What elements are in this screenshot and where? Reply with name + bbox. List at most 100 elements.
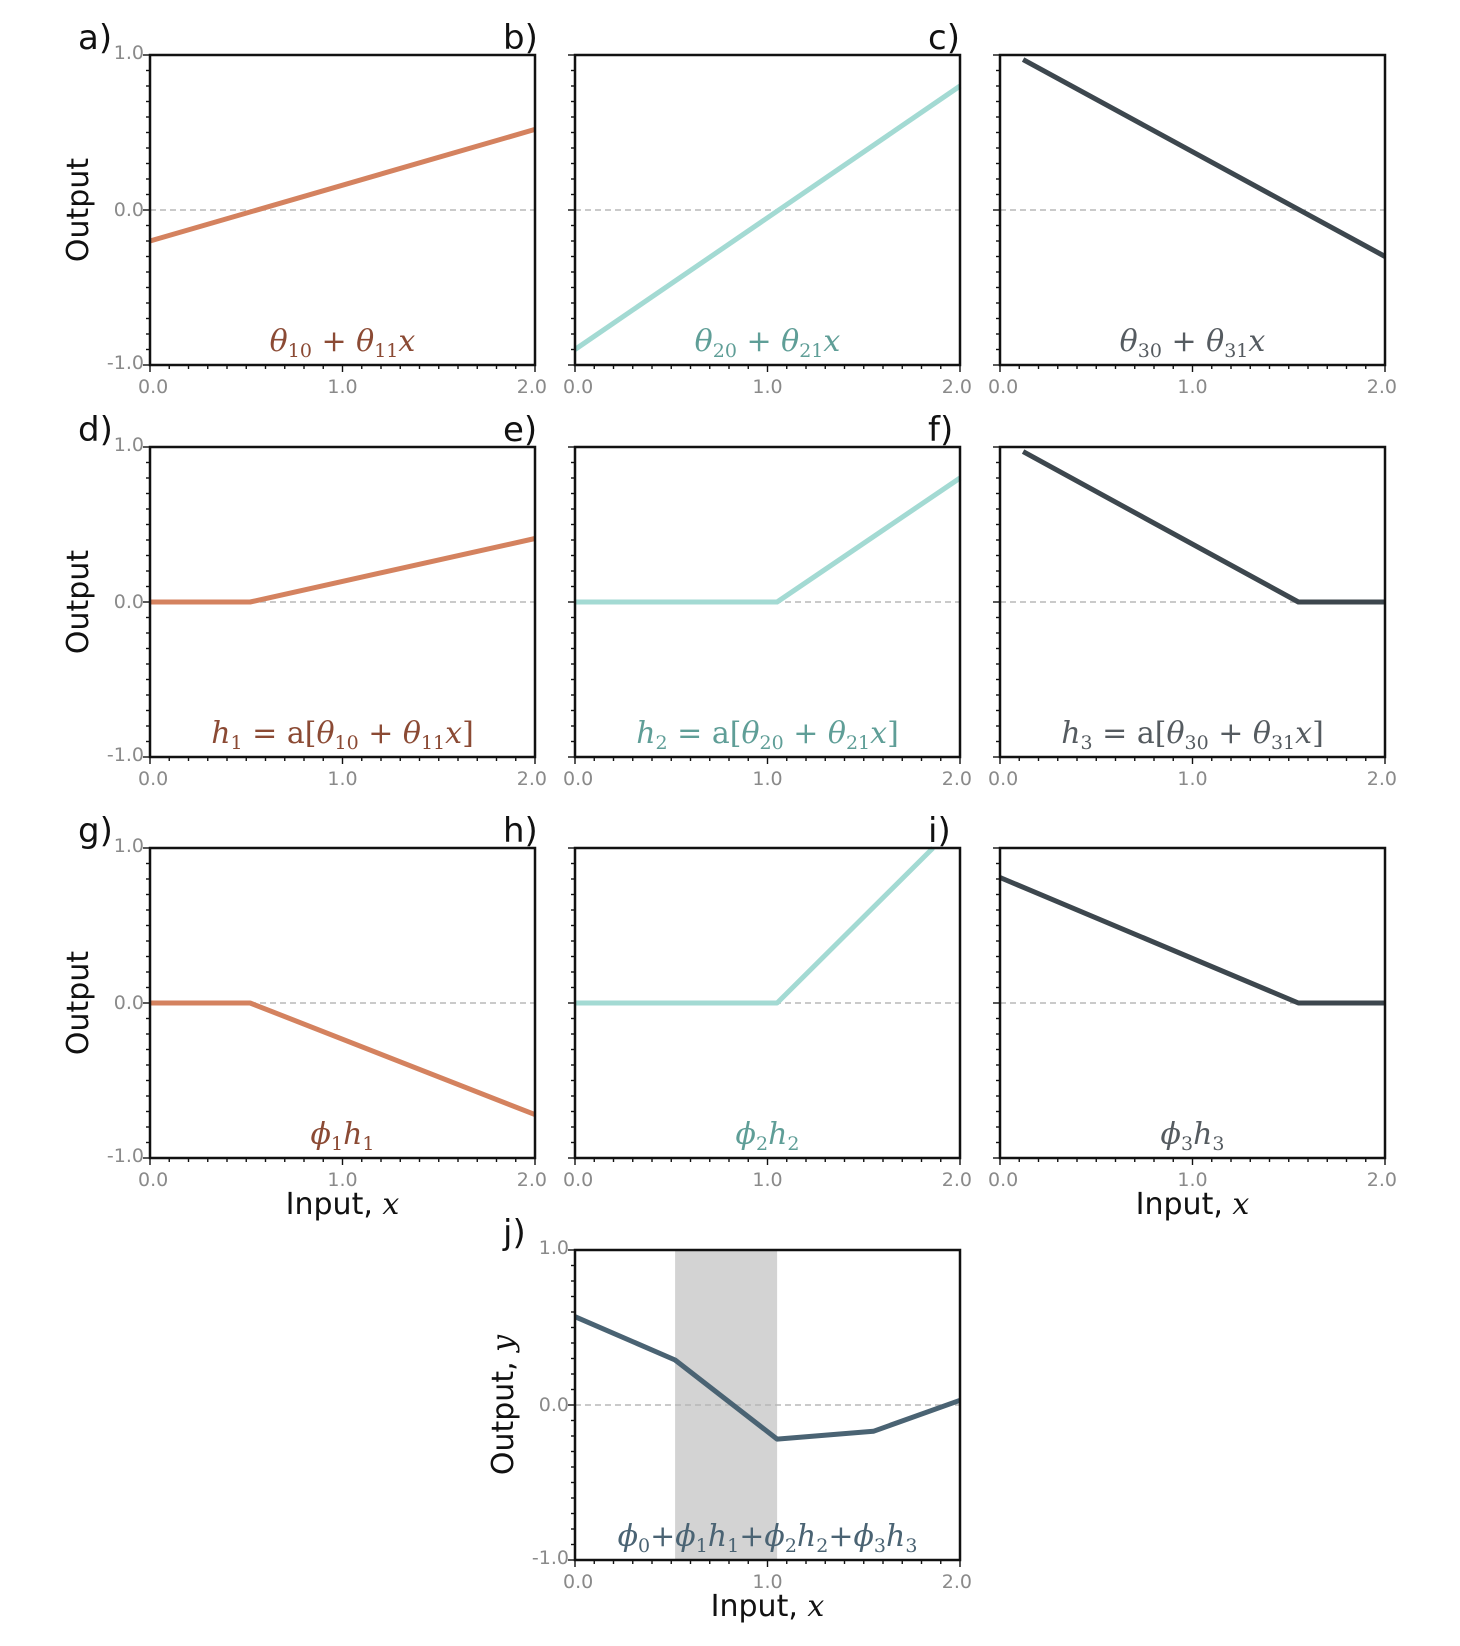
series-line-g bbox=[150, 1000, 536, 1117]
panel-letter: b) bbox=[503, 18, 538, 58]
formula-part: θ bbox=[316, 716, 334, 751]
formula-part: ϕ bbox=[1161, 1117, 1181, 1152]
formula-part: + bbox=[828, 1519, 853, 1554]
formula-part: 2 bbox=[787, 1133, 799, 1155]
formula-part: 3 bbox=[905, 1535, 917, 1557]
formula-part: 3 bbox=[1212, 1133, 1224, 1155]
y-axis-label-text: Output bbox=[61, 550, 96, 654]
panel-f: f)0.0 1.0 2.0h3 = a[θ30 + θ31x] bbox=[928, 410, 1397, 790]
panel-b: b) 0.0 1.0 2.0 θ20 + θ21x bbox=[503, 18, 972, 398]
x-tick-label: 2.0 bbox=[517, 376, 547, 398]
y-axis-label: Output bbox=[61, 158, 96, 262]
plot-frame bbox=[573, 846, 962, 1160]
formula-annotation: θ10 + θ11x bbox=[270, 324, 416, 362]
x-tick-label: 2.0 bbox=[517, 768, 547, 790]
formula-part: + bbox=[1162, 324, 1206, 359]
formula-annotation: h1 = a[θ10 + θ11x] bbox=[211, 716, 474, 754]
x-axis-label-var: x bbox=[1232, 1187, 1249, 1222]
formula-part: x bbox=[1248, 324, 1265, 359]
x-tick-label: 0.0 bbox=[563, 376, 593, 398]
x-tick-label: 2.0 bbox=[942, 768, 972, 790]
formula-part: θ bbox=[1206, 324, 1224, 359]
x-tick-label: 2.0 bbox=[942, 1571, 972, 1593]
panel-c: c) 0.0 1.0 2.0 θ30 + θ31x bbox=[928, 18, 1397, 398]
formula-part: 2 bbox=[816, 1535, 828, 1557]
formula-part: 20 bbox=[713, 340, 737, 362]
x-tick-label: 1.0 bbox=[327, 768, 357, 790]
panel-letter: a) bbox=[78, 18, 112, 58]
panel-letter: h) bbox=[503, 811, 538, 851]
formula-part: 20 bbox=[760, 732, 784, 754]
x-tick-label: 2.0 bbox=[942, 376, 972, 398]
formula-part: θ bbox=[695, 324, 713, 359]
formula-part: ] bbox=[887, 716, 899, 751]
formula-part: θ bbox=[403, 716, 421, 751]
y-axis-label-var: y bbox=[486, 1334, 521, 1354]
formula-part: x bbox=[823, 324, 840, 359]
plot-frame bbox=[148, 846, 537, 1160]
x-tick-label: 1.0 bbox=[752, 376, 782, 398]
formula-part: + bbox=[650, 1519, 675, 1554]
formula-part: ϕ bbox=[764, 1519, 784, 1554]
formula-part: a[ bbox=[1137, 716, 1167, 751]
y-axis-label: Output bbox=[61, 951, 96, 1055]
x-tick-label: 2.0 bbox=[1367, 768, 1397, 790]
y-axis-label: Output bbox=[61, 550, 96, 654]
x-tick-label: 0.0 bbox=[988, 376, 1018, 398]
formula-part: h bbox=[797, 1519, 816, 1554]
formula-part: 3 bbox=[874, 1535, 886, 1557]
y-tick-label: 0.0 bbox=[114, 992, 144, 1014]
x-tick-label: 0.0 bbox=[988, 768, 1018, 790]
plot-frame bbox=[998, 846, 1387, 1160]
formula-part: θ bbox=[1166, 716, 1184, 751]
y-tick-label: 1.0 bbox=[114, 42, 144, 64]
y-tick-label: -1.0 bbox=[107, 744, 144, 766]
panel-letter: c) bbox=[928, 18, 960, 58]
x-tick-label: 0.0 bbox=[138, 1169, 168, 1191]
x-tick-label: 0.0 bbox=[988, 1169, 1018, 1191]
x-tick-label: 1.0 bbox=[1177, 376, 1207, 398]
formula-part: ϕ bbox=[675, 1519, 695, 1554]
formula-part: + bbox=[312, 324, 356, 359]
formula-part: x bbox=[398, 324, 415, 359]
formula-part: θ bbox=[781, 324, 799, 359]
plot-frame bbox=[148, 445, 537, 759]
formula-annotation: θ20 + θ21x bbox=[695, 324, 841, 362]
formula-part: = bbox=[1093, 716, 1137, 751]
x-tick-label: 1.0 bbox=[752, 1571, 782, 1593]
series-line-e bbox=[575, 475, 962, 605]
series-line-d bbox=[150, 536, 536, 605]
formula-part: 10 bbox=[335, 732, 359, 754]
x-tick-label: 1.0 bbox=[327, 1169, 357, 1191]
formula-part: 3 bbox=[1081, 732, 1093, 754]
formula-part: ] bbox=[462, 716, 474, 751]
x-tick-label: 2.0 bbox=[1367, 1169, 1397, 1191]
formula-part: = bbox=[243, 716, 287, 751]
formula-part: 3 bbox=[1181, 1133, 1193, 1155]
formula-annotation: ϕ0+ϕ1h1+ϕ2h2+ϕ3h3 bbox=[618, 1519, 918, 1557]
formula-part: θ bbox=[828, 716, 846, 751]
x-tick-label: 1.0 bbox=[327, 376, 357, 398]
formula-part: 11 bbox=[421, 732, 445, 754]
series-line-j bbox=[574, 1314, 961, 1442]
formula-part: 1 bbox=[727, 1535, 739, 1557]
formula-part: + bbox=[1209, 716, 1253, 751]
x-axis-label-var: x bbox=[382, 1187, 399, 1222]
x-axis-label: Input, x bbox=[711, 1589, 825, 1624]
x-tick-label: 2.0 bbox=[942, 1169, 972, 1191]
formula-part: h bbox=[1193, 1117, 1212, 1152]
formula-part: x bbox=[1295, 716, 1312, 751]
formula-part: ϕ bbox=[311, 1117, 331, 1152]
panel-letter: f) bbox=[928, 410, 953, 450]
formula-part: 31 bbox=[1224, 340, 1248, 362]
formula-part: 1 bbox=[696, 1535, 708, 1557]
formula-part: 10 bbox=[288, 340, 312, 362]
formula-part: + bbox=[784, 716, 828, 751]
plot-frame bbox=[573, 53, 962, 367]
x-tick-label: 0.0 bbox=[563, 768, 593, 790]
x-tick-label: 2.0 bbox=[517, 1169, 547, 1191]
formula-annotation: θ30 + θ31x bbox=[1120, 324, 1266, 362]
